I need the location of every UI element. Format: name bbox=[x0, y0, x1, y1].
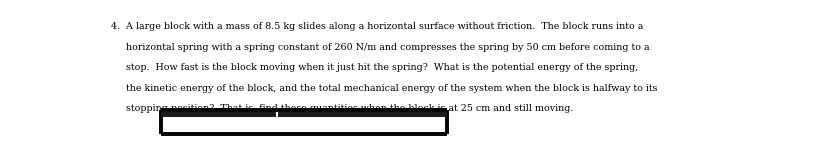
Text: stopping position?  That is, find these quantities when the block is at 25 cm an: stopping position? That is, find these q… bbox=[111, 104, 573, 113]
Bar bbox=[161, 110, 447, 117]
Text: stop.  How fast is the block moving when it just hit the spring?  What is the po: stop. How fast is the block moving when … bbox=[111, 63, 638, 72]
Text: 4.  A large block with a mass of 8.5 kg slides along a horizontal surface withou: 4. A large block with a mass of 8.5 kg s… bbox=[111, 22, 643, 31]
Text: the kinetic energy of the block, and the total mechanical energy of the system w: the kinetic energy of the block, and the… bbox=[111, 84, 657, 93]
Text: horizontal spring with a spring constant of 260 N/m and compresses the spring by: horizontal spring with a spring constant… bbox=[111, 43, 649, 52]
